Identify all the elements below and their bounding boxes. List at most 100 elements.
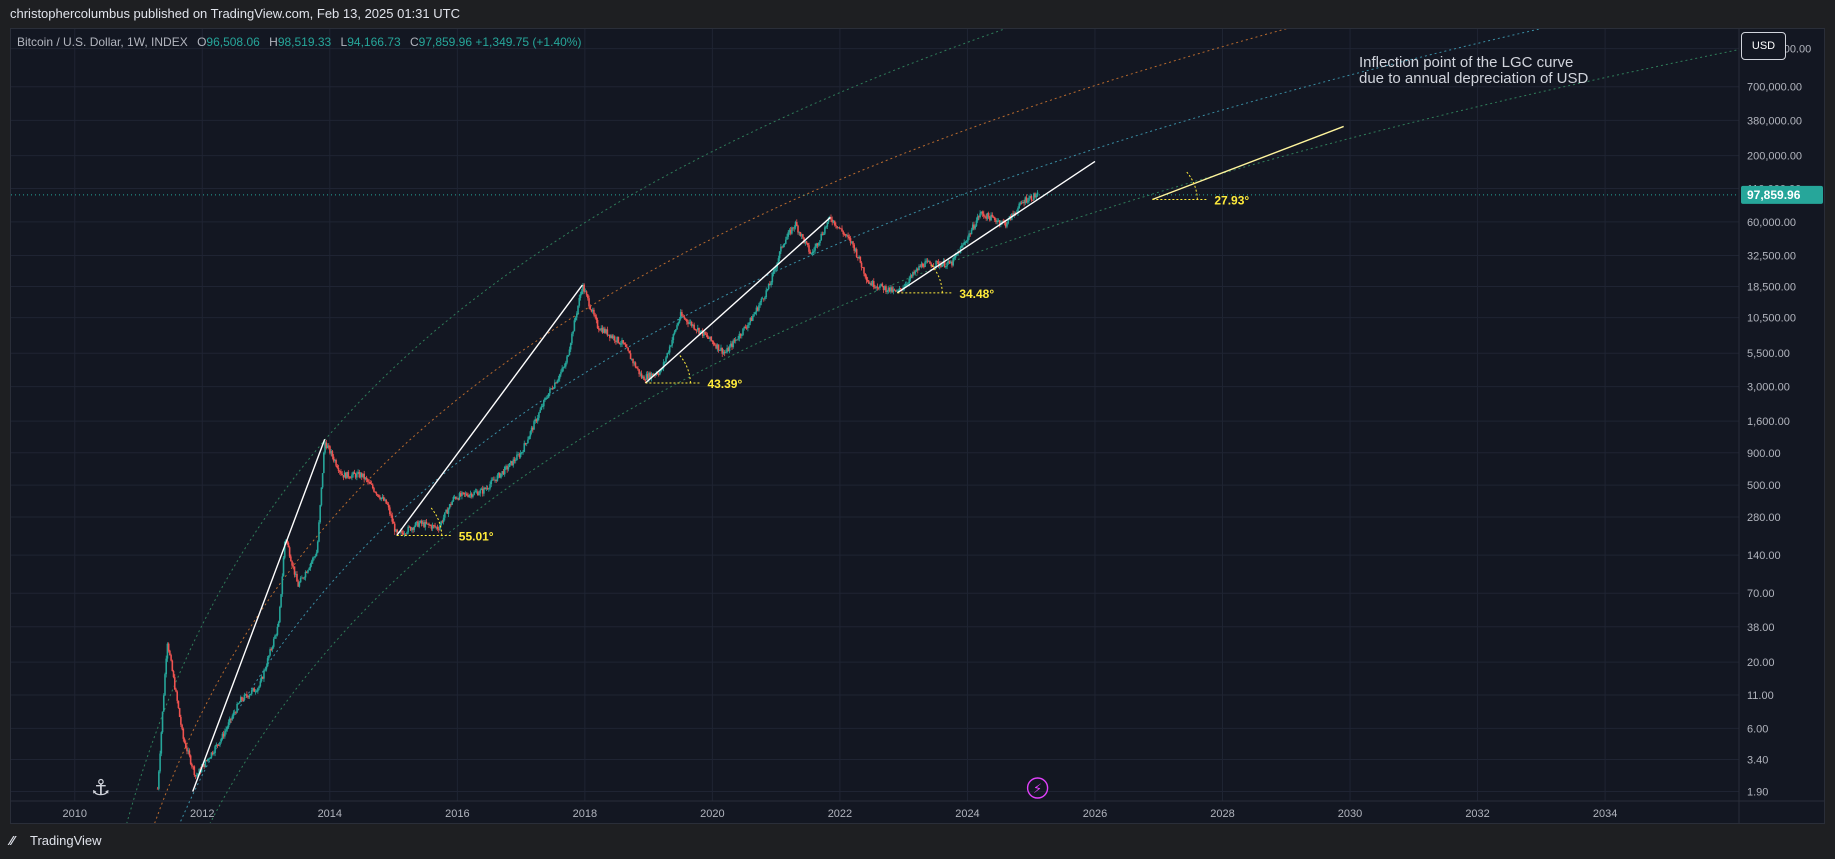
candle-body <box>462 492 464 494</box>
candle-body <box>561 368 563 372</box>
candle-body <box>293 566 296 575</box>
candle-body <box>985 216 987 219</box>
candle-body <box>271 646 274 650</box>
candle-body <box>577 305 579 314</box>
candle-body <box>1033 193 1035 200</box>
dino-icon[interactable]: ⚓ <box>91 776 111 801</box>
candle-body <box>297 581 299 587</box>
time-tick-label: 2012 <box>190 808 214 820</box>
angle-arc <box>679 354 691 384</box>
candle-body <box>898 288 901 291</box>
candle-body <box>412 527 414 530</box>
candle-body <box>402 532 405 535</box>
candle-body <box>224 731 226 737</box>
candle-body <box>875 286 878 288</box>
candle-body <box>356 473 358 478</box>
candle-body <box>773 269 776 271</box>
candle-body <box>456 498 458 500</box>
trendline-5[interactable] <box>1152 125 1344 201</box>
candle-body <box>833 220 836 226</box>
candle-body <box>249 693 252 696</box>
candle-body <box>650 373 653 379</box>
candle-body <box>583 284 585 292</box>
candle-body <box>600 327 603 331</box>
candle-body <box>611 335 614 339</box>
brand-text: TradingView <box>30 833 102 848</box>
tradingview-logo[interactable]: ∕∕ TradingView <box>10 833 102 848</box>
candle-body <box>572 331 574 334</box>
candle-body <box>485 488 488 489</box>
publish-header: christophercolumbus published on Trading… <box>0 0 1835 28</box>
time-tick-label: 2034 <box>1593 808 1617 820</box>
candle-body <box>486 488 489 489</box>
candle-body <box>219 741 221 746</box>
candle-body <box>623 342 626 345</box>
candle-body <box>967 237 969 242</box>
candle-body <box>375 492 378 495</box>
candle-body <box>217 745 220 746</box>
candle-body <box>408 526 411 528</box>
candle-body <box>255 691 258 693</box>
candle-body <box>1030 196 1033 200</box>
candle-body <box>589 306 592 310</box>
candle-body <box>617 336 620 343</box>
candle-body <box>1001 220 1003 224</box>
candle-body <box>956 254 958 256</box>
candle-body <box>602 328 605 333</box>
candle-body <box>676 325 678 330</box>
price-tick-label: 3,000.00 <box>1747 382 1790 394</box>
trendline-4[interactable] <box>896 160 1096 294</box>
candle-body <box>472 494 474 497</box>
candle-body <box>323 452 325 474</box>
candle-body <box>891 287 893 292</box>
candle-body <box>530 427 533 432</box>
chart-area[interactable]: 55.01°43.39°34.48°27.93°1,400,000.00700,… <box>10 28 1825 824</box>
candle-body <box>506 466 508 470</box>
candle-body <box>203 763 205 768</box>
candle-body <box>566 356 568 363</box>
lightning-icon-glyph: ⚡ <box>1033 782 1042 797</box>
candle-body <box>396 529 398 534</box>
candle-body <box>842 231 845 235</box>
candle-body <box>442 517 445 523</box>
trendline-1[interactable] <box>192 439 326 792</box>
candle-body <box>521 452 523 454</box>
candle-body <box>348 476 351 478</box>
candle-body <box>208 758 210 760</box>
trendline-2[interactable] <box>396 284 583 536</box>
candle-body <box>798 232 801 233</box>
candle-body <box>451 501 453 505</box>
candle-body <box>514 460 517 462</box>
candle-body <box>764 297 766 299</box>
trendline-3[interactable] <box>644 216 831 384</box>
chart-canvas[interactable]: 55.01°43.39°34.48°27.93°1,400,000.00700,… <box>11 29 1824 823</box>
symbol-title[interactable]: Bitcoin / U.S. Dollar, 1W, INDEX <box>17 35 188 49</box>
candle-body <box>327 445 330 447</box>
lightning-icon[interactable] <box>1026 777 1049 799</box>
candle-body <box>353 472 356 474</box>
candle-body <box>236 703 238 713</box>
candle-body <box>601 327 604 333</box>
candle-body <box>313 556 315 558</box>
candle-body <box>282 557 285 577</box>
candle-body <box>809 251 812 254</box>
price-tick-label: 1.90 <box>1747 787 1768 799</box>
candle-body <box>1022 202 1024 204</box>
candle-body <box>253 688 255 692</box>
candle-body <box>568 349 571 356</box>
candle-body <box>787 232 790 237</box>
candle-body <box>261 676 264 679</box>
candle-body <box>326 445 329 448</box>
candle-body <box>782 245 785 248</box>
candle-body <box>519 453 522 458</box>
price-tick-label: 60,000.00 <box>1747 217 1796 229</box>
candle-body <box>871 281 874 286</box>
currency-button[interactable]: USD <box>1741 32 1786 60</box>
candle-body <box>696 328 699 331</box>
candle-body <box>606 329 609 336</box>
candle-body <box>744 326 747 328</box>
candle-body <box>759 302 761 306</box>
candle-body <box>433 525 435 526</box>
candle-body <box>294 574 297 575</box>
candle-body <box>711 340 714 342</box>
